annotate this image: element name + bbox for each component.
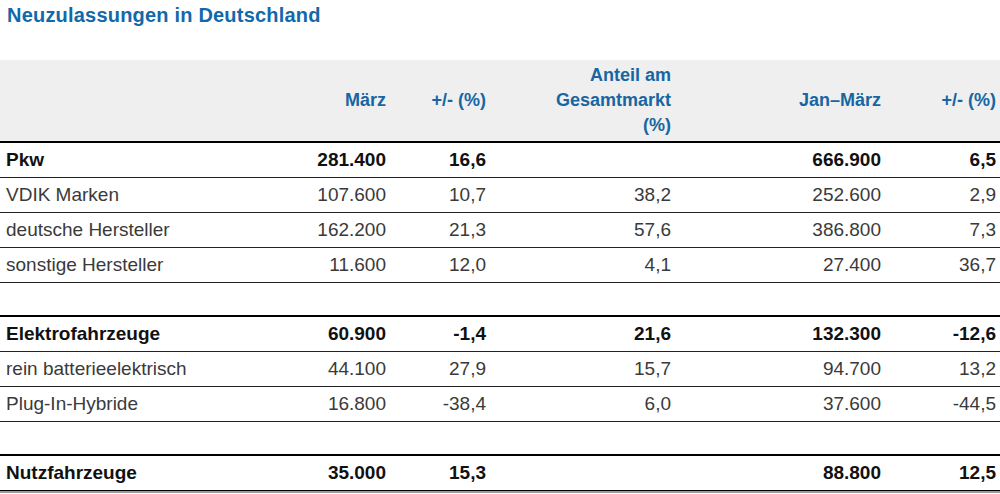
table-row-vdik-marken: VDIK Marken 107.600 10,7 38,2 252.600 2,…: [0, 178, 1000, 213]
table-row-sonstige-hersteller: sonstige Hersteller 11.600 12,0 4,1 27.4…: [0, 248, 1000, 283]
header-category: [0, 60, 250, 142]
cell-change-pct: 10,7: [390, 178, 490, 213]
cell-jan-maerz: 252.600: [675, 178, 885, 213]
cell-share-pct: 4,1: [490, 248, 675, 283]
page-title: Neuzulassungen in Deutschland: [7, 4, 321, 27]
table-row-nutzfahrzeuge: Nutzfahrzeuge 35.000 15,3 88.800 12,5: [0, 455, 1000, 491]
cell-share-pct: [490, 142, 675, 178]
header-jan-maerz: Jan–März: [675, 60, 885, 142]
cell-jan-maerz: 88.800: [675, 455, 885, 491]
cell-jan-maerz: 666.900: [675, 142, 885, 178]
cell-maerz: 11.600: [250, 248, 390, 283]
spacer-cell: [0, 283, 1000, 317]
cell-change-pct: -38,4: [390, 387, 490, 422]
cell-change-pct: 27,9: [390, 352, 490, 387]
header-row: März +/- (%) Anteil am Gesamtmarkt (%) J…: [0, 60, 1000, 142]
row-label: sonstige Hersteller: [0, 248, 250, 283]
cell-jan-maerz: 37.600: [675, 387, 885, 422]
cell-jan-maerz: 27.400: [675, 248, 885, 283]
cell-share-pct: 21,6: [490, 316, 675, 352]
cell-change-pct-ytd: 7,3: [885, 213, 1000, 248]
cell-change-pct: 12,0: [390, 248, 490, 283]
table-row-plug-in-hybride: Plug-In-Hybride 16.800 -38,4 6,0 37.600 …: [0, 387, 1000, 422]
header-maerz: März: [250, 60, 390, 142]
row-label: Plug-In-Hybride: [0, 387, 250, 422]
cell-change-pct-ytd: -12,6: [885, 316, 1000, 352]
cell-share-pct: 57,6: [490, 213, 675, 248]
table-row-deutsche-hersteller: deutsche Hersteller 162.200 21,3 57,6 38…: [0, 213, 1000, 248]
table-row-pkw: Pkw 281.400 16,6 666.900 6,5: [0, 142, 1000, 178]
cell-maerz: 281.400: [250, 142, 390, 178]
row-label: Nutzfahrzeuge: [0, 455, 250, 491]
row-label: Elektrofahrzeuge: [0, 316, 250, 352]
row-label: Pkw: [0, 142, 250, 178]
row-label: deutsche Hersteller: [0, 213, 250, 248]
cell-maerz: 162.200: [250, 213, 390, 248]
cell-jan-maerz: 386.800: [675, 213, 885, 248]
spacer-row: [0, 283, 1000, 317]
cell-change-pct-ytd: 36,7: [885, 248, 1000, 283]
header-change-pct: +/- (%): [390, 60, 490, 142]
cell-share-pct: 15,7: [490, 352, 675, 387]
cell-jan-maerz: 94.700: [675, 352, 885, 387]
cell-change-pct: -1,4: [390, 316, 490, 352]
header-change-pct-ytd: +/- (%): [885, 60, 1000, 142]
cell-change-pct: 15,3: [390, 455, 490, 491]
cell-maerz: 44.100: [250, 352, 390, 387]
registrations-page: Neuzulassungen in Deutschland März +/- (…: [0, 0, 1000, 494]
cell-maerz: 16.800: [250, 387, 390, 422]
cell-change-pct: 21,3: [390, 213, 490, 248]
cell-maerz: 35.000: [250, 455, 390, 491]
row-label: rein batterieelektrisch: [0, 352, 250, 387]
table-row-elektrofahrzeuge: Elektrofahrzeuge 60.900 -1,4 21,6 132.30…: [0, 316, 1000, 352]
cell-change-pct-ytd: 2,9: [885, 178, 1000, 213]
cell-change-pct-ytd: 12,5: [885, 455, 1000, 491]
cell-maerz: 60.900: [250, 316, 390, 352]
registrations-table: März +/- (%) Anteil am Gesamtmarkt (%) J…: [0, 60, 1000, 492]
spacer-cell: [0, 422, 1000, 456]
row-label: VDIK Marken: [0, 178, 250, 213]
cell-change-pct: 16,6: [390, 142, 490, 178]
cell-change-pct-ytd: 13,2: [885, 352, 1000, 387]
cell-share-pct: [490, 455, 675, 491]
table-row-rein-batterieelektrisch: rein batterieelektrisch 44.100 27,9 15,7…: [0, 352, 1000, 387]
cell-maerz: 107.600: [250, 178, 390, 213]
cell-share-pct: 6,0: [490, 387, 675, 422]
cell-change-pct-ytd: -44,5: [885, 387, 1000, 422]
header-share: Anteil am Gesamtmarkt (%): [490, 60, 675, 142]
cell-change-pct-ytd: 6,5: [885, 142, 1000, 178]
bottom-divider: [0, 491, 1000, 493]
spacer-row: [0, 422, 1000, 456]
cell-share-pct: 38,2: [490, 178, 675, 213]
cell-jan-maerz: 132.300: [675, 316, 885, 352]
